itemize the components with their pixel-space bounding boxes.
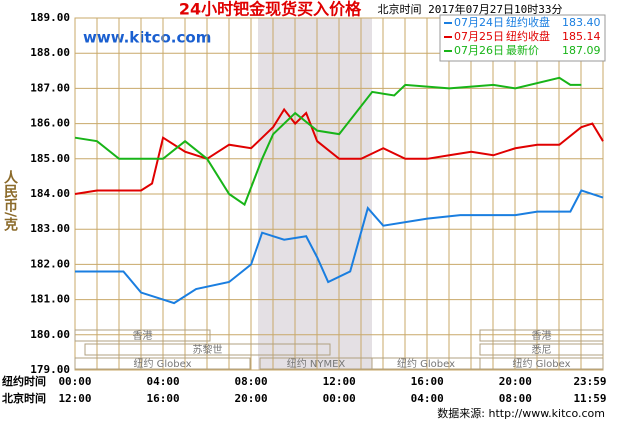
x-tick-label: 11:59 — [573, 392, 606, 405]
y-tick-label: 183.00 — [30, 222, 70, 235]
session-band — [479, 343, 604, 356]
session-band — [84, 343, 331, 356]
session-band — [479, 357, 604, 370]
legend-box — [439, 14, 606, 62]
legend-legend-value: 187.09 — [562, 44, 601, 57]
y-axis-label: 人民币/克 — [2, 169, 18, 232]
session-label: 纽约 Globex — [512, 357, 570, 370]
x-tick-label: 04:00 — [411, 392, 444, 405]
x-tick-label: 20:00 — [499, 375, 532, 388]
y-tick-label: 179.00 — [30, 363, 70, 376]
x-tick-label: 08:00 — [235, 375, 268, 388]
subtitle: 北京时间 2017年07月27日10时33分 — [377, 2, 562, 16]
session-label: 纽约 Globex — [133, 357, 191, 370]
site: www.kitco.com — [83, 29, 211, 47]
chart-title: 24小时钯金现货买入价格 — [179, 0, 362, 19]
x-tick-label: 12:00 — [58, 392, 91, 405]
legend-name: 07月24日 — [454, 16, 504, 29]
y-tick-label: 185.00 — [30, 152, 70, 165]
session-label: 苏黎世 — [193, 343, 223, 356]
x-row-label: 北京时间 — [2, 391, 46, 405]
y-tick-label: 181.00 — [30, 293, 70, 306]
x-tick-label: 16:00 — [146, 392, 179, 405]
y-tick-label: 189.00 — [30, 11, 70, 24]
legend-legend-label: 纽约收盘 — [506, 29, 550, 43]
legend-entry: 07月24日 纽约收盘 183.40 — [454, 15, 601, 29]
y-tick-label: 180.00 — [30, 328, 70, 341]
session-label: 纽约 NYMEX — [287, 357, 346, 370]
legend-entry: 07月26日 最新价 187.09 — [454, 43, 601, 57]
y-tick-label: 182.00 — [30, 257, 70, 270]
y-tick-label: 184.00 — [30, 187, 70, 200]
session-label: 香港 — [133, 330, 153, 342]
session-band — [74, 357, 251, 370]
x-tick-label: 00:00 — [323, 392, 356, 405]
x-tick-label: 23:59 — [573, 375, 606, 388]
y-tick-label: 187.00 — [30, 81, 70, 94]
legend-legend-value: 185.14 — [562, 30, 601, 43]
y-tick-label: 186.00 — [30, 117, 70, 130]
x-row-label: 纽约时间 — [2, 374, 46, 388]
legend-legend-label: 纽约收盘 — [506, 15, 550, 29]
x-tick-label: 04:00 — [146, 375, 179, 388]
session-label: 悉尼 — [532, 344, 552, 356]
session-label: 纽约 Globex — [397, 357, 455, 370]
legend-legend-value: 183.40 — [562, 16, 601, 29]
x-tick-label: 12:00 — [323, 375, 356, 388]
legend-name: 07月26日 — [454, 44, 504, 57]
legend-entry: 07月25日 纽约收盘 185.14 — [454, 29, 601, 43]
x-tick-label: 20:00 — [235, 392, 268, 405]
session-band — [479, 329, 604, 342]
y-tick-label: 188.00 — [30, 46, 70, 59]
session-label: 香港 — [532, 330, 552, 342]
series-line — [74, 76, 582, 207]
legend-name: 07月25日 — [454, 30, 504, 43]
x-tick-label: 08:00 — [499, 392, 532, 405]
series-line — [75, 189, 604, 305]
session-band — [74, 329, 211, 342]
x-tick-label: 16:00 — [411, 375, 444, 388]
source: 数据来源: http://www.kitco.com — [437, 406, 605, 420]
legend-legend-label: 最新价 — [506, 43, 539, 57]
x-tick-label: 00:00 — [58, 375, 91, 388]
